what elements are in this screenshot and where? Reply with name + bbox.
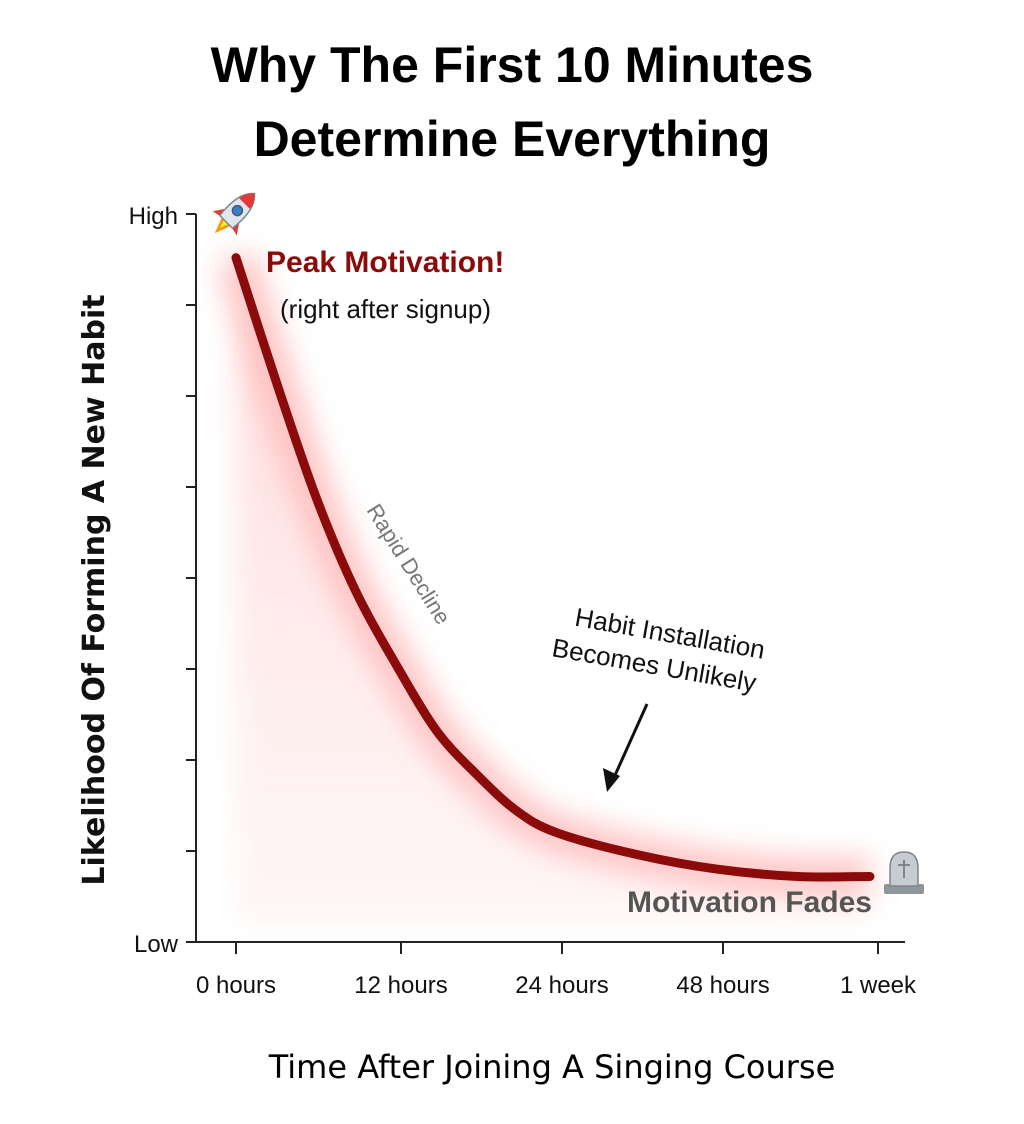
tombstone-icon: [884, 851, 924, 894]
x-tick-label-0: 0 hours: [196, 972, 276, 999]
curve-glow-area: [236, 257, 870, 922]
chart-title-line-1: Why The First 10 Minutes: [211, 37, 814, 93]
series-line: [231, 253, 875, 882]
y-tick-label-low: Low: [134, 931, 179, 958]
x-tick-label-3: 48 hours: [676, 972, 769, 999]
y-tick-marks: [186, 213, 196, 943]
peak-subannotation: (right after signup): [280, 294, 491, 324]
rocket-icon: [212, 192, 256, 236]
x-axis-label: Time After Joining A Singing Course: [268, 1048, 836, 1086]
motivation-fades-annotation: Motivation Fades: [627, 886, 872, 919]
x-tick-marks: [235, 942, 879, 954]
y-axis-label: Likelihood Of Forming A New Habit: [77, 294, 112, 885]
habit-arrow-icon: [603, 703, 649, 792]
habit-annotation: Habit Installation Becomes Unlikely: [550, 602, 767, 698]
x-tick-label-2: 24 hours: [515, 972, 608, 999]
y-tick-label-high: High: [129, 203, 178, 230]
curve-glow: [216, 251, 871, 922]
x-tick-label-1: 12 hours: [354, 972, 447, 999]
peak-annotation: Peak Motivation!: [266, 246, 504, 279]
chart-title-line-2: Determine Everything: [254, 111, 771, 167]
x-tick-label-4: 1 week: [840, 972, 917, 999]
